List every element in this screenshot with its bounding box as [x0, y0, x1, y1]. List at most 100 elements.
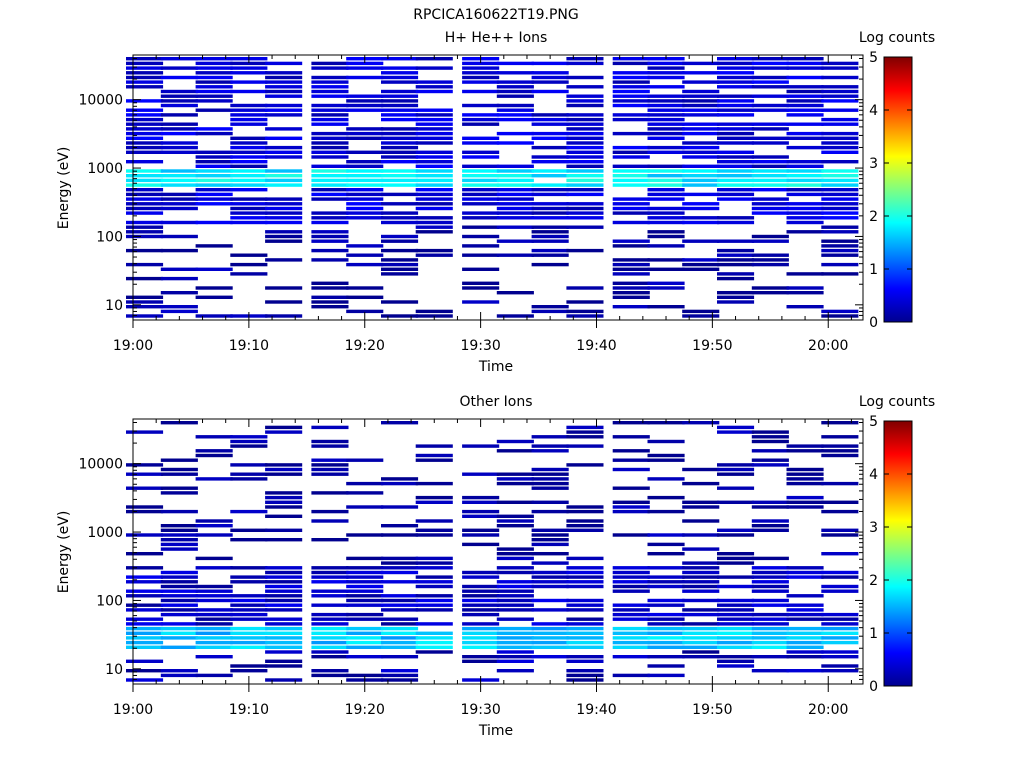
spectrogram-cell: [496, 584, 534, 589]
spectrogram-cell: [496, 626, 534, 631]
spectrogram-cell: [496, 500, 534, 504]
spectrogram-cell: [462, 155, 500, 159]
spectrogram-cell: [682, 575, 720, 579]
spectrogram-cell: [381, 524, 419, 528]
spectrogram-cell: [751, 626, 789, 631]
spectrogram-cell: [496, 89, 534, 94]
spectrogram-cell: [311, 145, 349, 150]
spectrogram-cell: [381, 622, 419, 626]
spectrogram-cell: [566, 127, 604, 131]
spectrogram-cell: [531, 75, 569, 80]
spectrogram-cell: [647, 566, 685, 570]
spectrogram-cell: [462, 533, 500, 537]
spectrogram-cell: [230, 669, 268, 673]
spectrogram-cell: [751, 258, 789, 262]
spectrogram-cell: [195, 131, 233, 136]
spectrogram-cell: [230, 160, 268, 164]
spectrogram-cell: [496, 206, 534, 211]
spectrogram-cell: [346, 127, 384, 131]
spectrogram-cell: [462, 164, 500, 168]
spectrogram-cell: [265, 300, 303, 304]
spectrogram-cell: [531, 486, 569, 490]
spectrogram-cell: [496, 552, 534, 556]
x-tick-label: 19:40: [576, 702, 616, 718]
spectrogram-cell: [566, 435, 604, 439]
spectrogram-cell: [717, 622, 755, 626]
spectrogram-cell: [647, 183, 685, 187]
spectrogram-cell: [496, 566, 534, 570]
spectrogram-cell: [311, 239, 349, 243]
spectrogram-cell: [717, 66, 755, 70]
spectrogram-cell: [462, 500, 500, 504]
spectrogram-cell: [230, 575, 268, 579]
spectrogram-cell: [821, 244, 859, 248]
spectrogram-cell: [381, 75, 419, 80]
spectrogram-cell: [682, 655, 720, 659]
spectrogram-cell: [415, 113, 453, 117]
spectrogram-cell: [381, 300, 419, 304]
spectrogram-cell: [566, 160, 604, 164]
spectrogram-cell: [265, 645, 303, 649]
spectrogram-cell: [531, 477, 569, 481]
spectrogram-cell: [195, 267, 233, 271]
spectrogram-cell: [496, 225, 534, 229]
spectrogram-cell: [381, 113, 419, 117]
spectrogram-cell: [717, 425, 755, 430]
spectrogram-cell: [346, 188, 384, 192]
spectrogram-cell: [717, 276, 755, 281]
spectrogram-cell: [195, 477, 233, 481]
spectrogram-cell: [160, 267, 198, 271]
spectrogram-cell: [462, 122, 500, 126]
spectrogram-cell: [230, 150, 268, 154]
spectrogram-cell: [786, 631, 824, 635]
spectrogram-cell: [381, 57, 419, 61]
spectrogram-cell: [531, 636, 569, 640]
spectrogram-cell: [381, 477, 419, 481]
spectrogram-cell: [682, 584, 720, 589]
spectrogram-cell: [346, 617, 384, 621]
spectrogram-cell: [717, 645, 755, 649]
spectrogram-cell: [415, 174, 453, 178]
x-tick-label: 19:30: [460, 338, 500, 354]
spectrogram-cell: [496, 636, 534, 640]
spectrogram-cell: [265, 636, 303, 640]
panel-title: Other Ions: [459, 394, 532, 410]
spectrogram-cell: [612, 655, 650, 659]
spectrogram-cell: [160, 220, 198, 225]
spectrogram-cell: [381, 141, 419, 145]
spectrogram-cell: [531, 570, 569, 575]
spectrogram-cell: [126, 220, 164, 225]
spectrogram-cell: [195, 524, 233, 528]
spectrogram-cell: [612, 272, 650, 276]
y-axis: 10 100 1000 10000: [78, 421, 863, 685]
spectrogram-cell: [647, 113, 685, 117]
spectrogram-cell: [496, 164, 534, 168]
spectrogram-cell: [311, 258, 349, 262]
spectrogram-cell: [751, 61, 789, 66]
spectrogram-cell: [612, 61, 650, 66]
spectrogram-cell: [531, 117, 569, 122]
spectrogram-cell: [160, 669, 198, 673]
spectrogram-cell: [717, 141, 755, 145]
spectrogram-cell: [265, 589, 303, 593]
spectrogram-cell: [682, 103, 720, 108]
spectrogram-cell: [415, 220, 453, 225]
spectrogram-cell: [566, 57, 604, 61]
spectrogram-cell: [496, 594, 534, 598]
spectrogram-cell: [786, 202, 824, 206]
spectrogram-cell: [346, 631, 384, 635]
spectrogram-cell: [126, 608, 164, 612]
spectrogram-cell: [160, 584, 198, 589]
spectrogram-cell: [682, 533, 720, 537]
spectrogram-cell: [647, 211, 685, 215]
spectrogram-cell: [566, 188, 604, 192]
spectrogram-cell: [195, 178, 233, 183]
spectrogram-cell: [462, 645, 500, 649]
spectrogram-cell: [265, 491, 303, 495]
spectrogram-cell: [717, 113, 755, 117]
spectrogram-cell: [751, 505, 789, 509]
spectrogram-cell: [462, 197, 500, 201]
spectrogram-cell: [415, 89, 453, 94]
spectrogram-cell: [821, 188, 859, 192]
spectrogram-cell: [346, 206, 384, 211]
